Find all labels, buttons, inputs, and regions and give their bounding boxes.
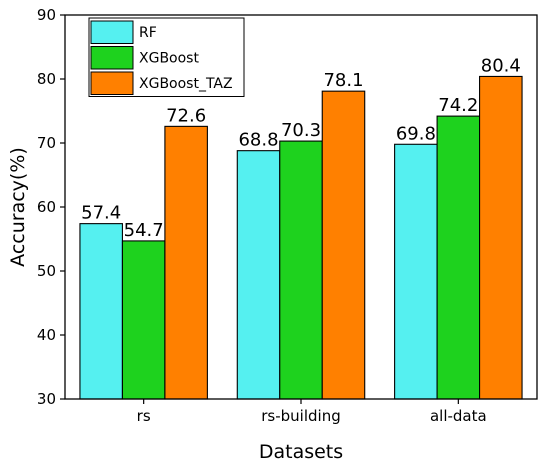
y-tick-label: 60 bbox=[37, 198, 56, 216]
legend-label: XGBoost bbox=[139, 50, 199, 66]
bar bbox=[479, 75, 523, 400]
data-label: 78.1 bbox=[323, 70, 363, 91]
legend-swatch bbox=[90, 71, 134, 95]
y-tick-label: 30 bbox=[37, 390, 56, 408]
bar bbox=[436, 115, 481, 400]
x-tick-label: all-data bbox=[430, 407, 487, 425]
y-tick-label: 80 bbox=[37, 70, 56, 88]
bar bbox=[236, 150, 281, 400]
bar bbox=[79, 223, 123, 400]
y-axis-title: Accuracy(%) bbox=[7, 147, 29, 267]
legend-label: XGBoost_TAZ bbox=[139, 76, 233, 92]
data-label: 69.8 bbox=[396, 123, 436, 144]
legend-swatch bbox=[90, 20, 134, 44]
bar bbox=[121, 240, 166, 400]
bar bbox=[279, 140, 323, 400]
legend-label: RF bbox=[139, 25, 157, 41]
legend-swatch bbox=[90, 46, 134, 70]
data-label: 80.4 bbox=[481, 55, 521, 76]
data-labels-layer: 57.454.7 72.6 68.8 70.3 78.1 69.874.280.4 bbox=[81, 55, 521, 240]
y-tick-label: 40 bbox=[37, 326, 56, 344]
y-tick-label: 90 bbox=[37, 6, 56, 24]
data-label: 70.3 bbox=[281, 120, 321, 141]
data-label: 74.2 bbox=[438, 95, 478, 116]
x-axis-title: Datasets bbox=[259, 441, 343, 463]
data-label: 54.7 bbox=[124, 220, 164, 241]
data-label: 68.8 bbox=[238, 130, 278, 151]
x-tick-label: rs-building bbox=[261, 407, 340, 425]
x-axis: rs rs-building all-data bbox=[137, 399, 487, 425]
y-tick-label: 70 bbox=[37, 134, 56, 152]
y-tick-label: 50 bbox=[37, 262, 56, 280]
y-axis: 30 40 50 60 70 80 90 bbox=[37, 6, 65, 408]
data-label: 72.6 bbox=[166, 105, 206, 126]
bars-layer bbox=[79, 75, 523, 400]
bar bbox=[164, 125, 208, 400]
bar bbox=[394, 143, 438, 400]
data-label: 57.4 bbox=[81, 203, 121, 224]
bar bbox=[321, 90, 366, 400]
legend: RF XGBoost XGBoost_TAZ bbox=[88, 17, 245, 97]
x-tick-label: rs bbox=[137, 407, 151, 425]
